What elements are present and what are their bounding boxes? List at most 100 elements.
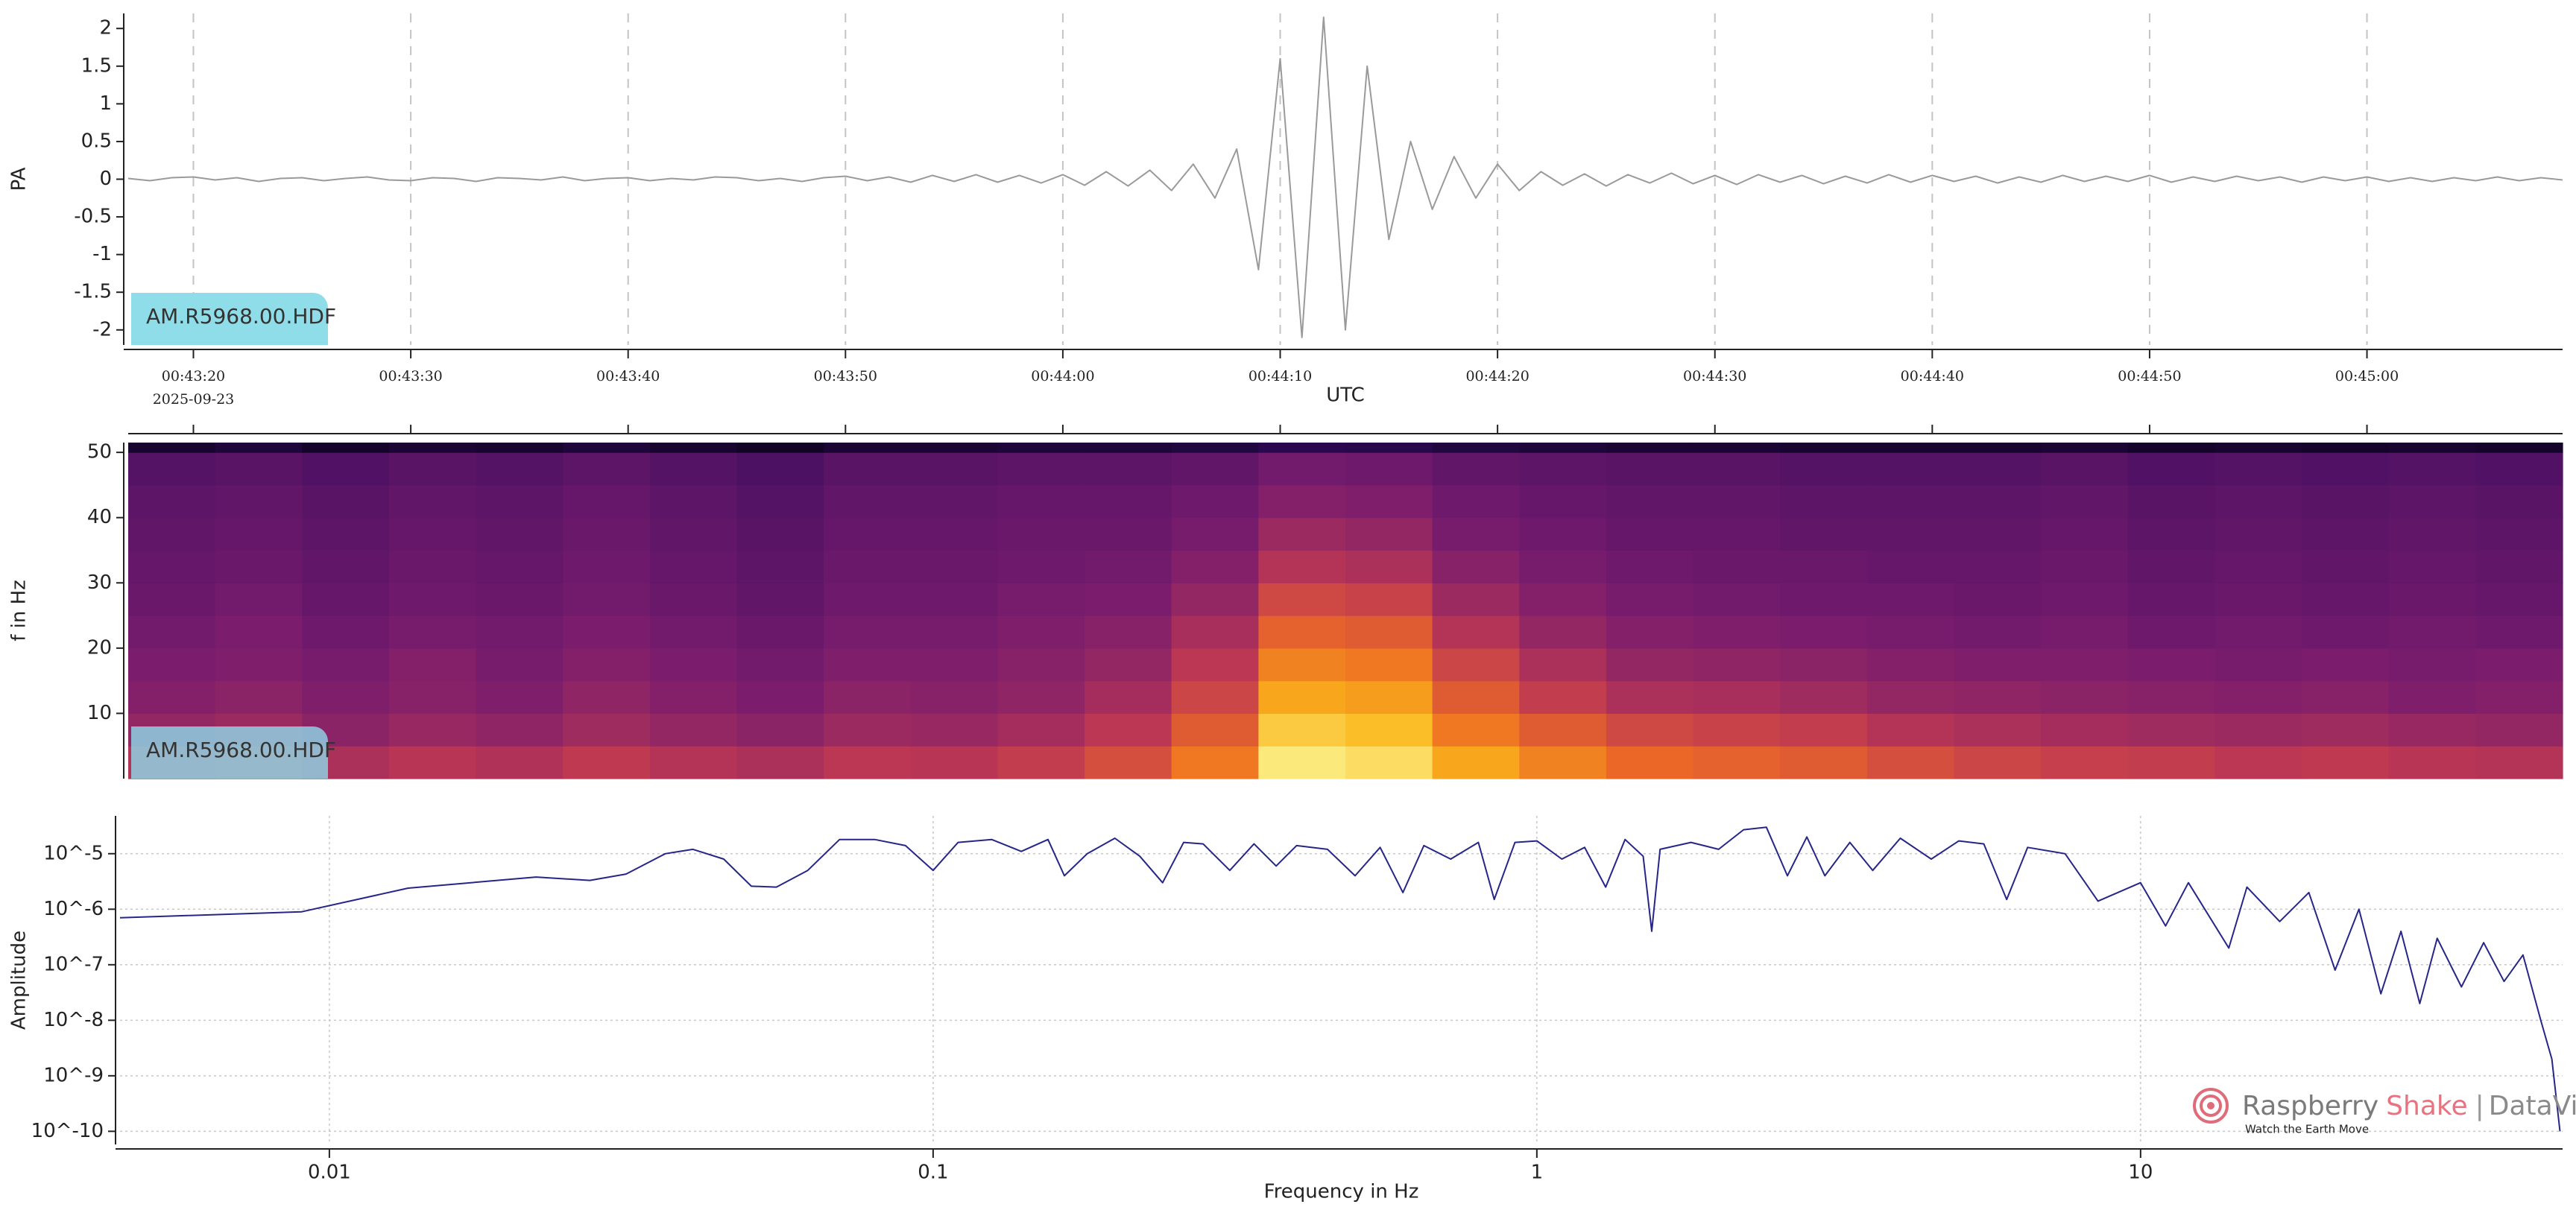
spectrogram-cell: [1258, 484, 1346, 519]
spectrogram-cell: [2214, 746, 2302, 779]
spectrogram-cell: [1519, 517, 1607, 551]
spectrogram-cell: [910, 746, 998, 779]
x-tick-label: 00:43:50: [814, 368, 877, 384]
spectrogram-cell: [2041, 517, 2129, 551]
chart-panel: 50 40 30 20 10 f in Hz AM.R5968.00.HDF: [8, 425, 2563, 779]
spectrogram-cell: [1606, 443, 1694, 453]
spectrogram-cell: [1693, 746, 1781, 779]
spectrogram-cell: [2475, 713, 2563, 747]
spectrogram-cell: [1954, 517, 2042, 551]
station-badge: [131, 293, 328, 345]
spectrogram-cell: [736, 746, 824, 779]
station-label: AM.R5968.00.HDF: [146, 304, 336, 329]
spectrogram-cell: [1171, 647, 1259, 682]
spectrogram-cell: [388, 746, 477, 779]
spectrogram-cell: [1432, 647, 1520, 682]
spectrogram-cell: [824, 452, 912, 486]
y-tick-label: 10^-7: [43, 953, 104, 975]
spectrogram-cell: [736, 680, 824, 714]
spectrogram-cell: [2302, 484, 2390, 519]
spectrogram-cell: [1866, 713, 1955, 747]
spectrogram-cell: [1780, 452, 1868, 486]
spectrogram-cell: [1085, 680, 1172, 714]
spectrogram-cell: [2214, 484, 2302, 519]
spectrogram-cell: [736, 550, 824, 583]
spectrogram-cell: [997, 443, 1085, 453]
spectrogram-cell: [215, 517, 303, 551]
spectrogram-cell: [1606, 484, 1694, 519]
y-tick-label: 10: [87, 702, 112, 724]
spectrogram-cell: [128, 452, 216, 486]
logo-dot: [2207, 1102, 2214, 1109]
y-tick-label: -2: [92, 318, 112, 341]
spectrogram-cell: [2475, 443, 2563, 453]
spectrogram-cell: [1345, 517, 1433, 551]
spectrogram-cell: [736, 452, 824, 486]
spectrogram-cell: [1345, 746, 1433, 779]
spectrogram-cell: [2302, 443, 2390, 453]
spectrogram-cell: [1345, 647, 1433, 682]
spectrogram-cell: [2302, 680, 2390, 714]
spectrogram-cell: [1085, 443, 1172, 453]
spectrogram-cell: [1432, 583, 1520, 616]
spectrogram-cell: [1780, 713, 1868, 747]
spectrogram-cell: [215, 680, 303, 714]
spectrogram-cell: [1866, 517, 1955, 551]
spectrogram-cell: [2214, 615, 2302, 649]
x-tick-label: 00:44:10: [1248, 368, 1312, 384]
spectrogram-cell: [2127, 443, 2215, 453]
spectrogram-cell: [910, 713, 998, 747]
spectrogram-cell: [2041, 746, 2129, 779]
spectrogram-cell: [388, 550, 477, 583]
spectrogram-cell: [1693, 452, 1781, 486]
spectrogram-cell: [1432, 713, 1520, 747]
spectrogram-cell: [563, 452, 651, 486]
spectrogram-cell: [1519, 550, 1607, 583]
spectrogram-cell: [736, 443, 824, 453]
y-axis-title: PA: [8, 167, 31, 191]
spectrogram-cell: [1345, 550, 1433, 583]
spectrogram-cell: [1780, 615, 1868, 649]
y-tick-label: 2: [99, 17, 112, 39]
spectrogram-cell: [997, 484, 1085, 519]
spectrogram-cell: [1780, 517, 1868, 551]
spectrogram-cell: [2302, 452, 2390, 486]
spectrogram-cell: [476, 680, 564, 714]
spectrogram-cell: [476, 517, 564, 551]
spectrogram-cell: [649, 484, 738, 519]
spectrogram-cell: [2127, 517, 2215, 551]
spectrogram-cell: [1258, 615, 1346, 649]
spectrogram-cell: [1519, 746, 1607, 779]
spectrogram-cell: [649, 713, 738, 747]
x-tick-label: 00:44:00: [1031, 368, 1094, 384]
spectrogram-cell: [302, 680, 390, 714]
spectrogram-cell: [1606, 517, 1694, 551]
spectrogram-cell: [1954, 484, 2042, 519]
spectrogram-cell: [824, 443, 912, 453]
spectrogram-cell: [649, 550, 738, 583]
spectrogram-cell: [824, 615, 912, 649]
spectrogram-cell: [649, 517, 738, 551]
spectrogram-cell: [2475, 550, 2563, 583]
spectrogram-cell: [2302, 550, 2390, 583]
spectrogram-cell: [2214, 452, 2302, 486]
spectrogram-cell: [1258, 517, 1346, 551]
y-tick-label: 0.5: [81, 130, 112, 152]
spectrogram-cell: [476, 484, 564, 519]
spectrogram-cell: [1171, 583, 1259, 616]
spectrogram-cell: [476, 583, 564, 616]
spectrogram-cell: [1954, 583, 2042, 616]
spectrogram-cell: [649, 647, 738, 682]
spectrogram-cell: [649, 443, 738, 453]
spectrogram-cell: [1171, 452, 1259, 486]
spectrogram-cell: [1606, 452, 1694, 486]
spectrogram-cell: [1085, 615, 1172, 649]
spectrogram-cell: [388, 484, 477, 519]
spectrogram-cell: [1432, 550, 1520, 583]
x-tick-label: 0.1: [918, 1162, 948, 1184]
logo-ring: [2193, 1088, 2229, 1124]
spectrogram-cell: [910, 452, 998, 486]
spectrogram-cell: [910, 484, 998, 519]
spectrogram-cell: [1780, 484, 1868, 519]
data-line: [127, 16, 2563, 338]
